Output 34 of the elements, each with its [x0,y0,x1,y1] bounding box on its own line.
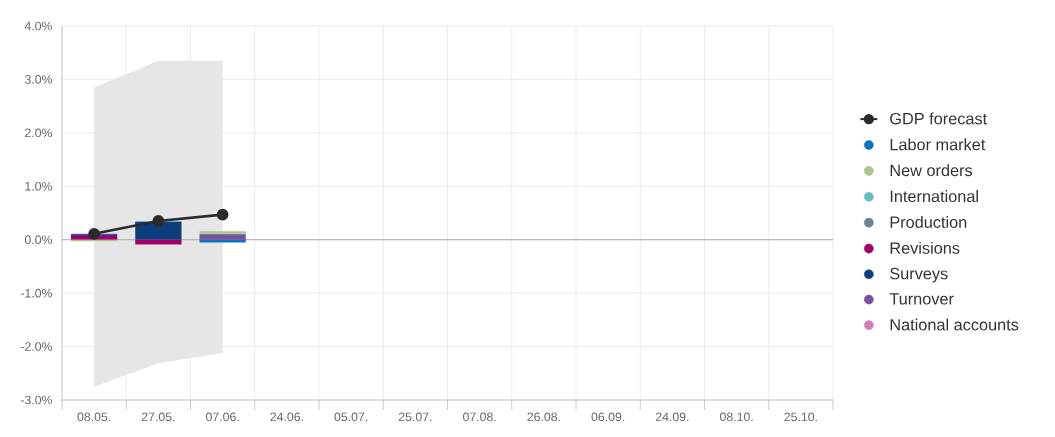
x-tick-label: 08.05. [77,412,111,422]
x-tick-label: 25.07. [398,412,432,422]
point [152,215,165,227]
x-tick-label: 07.06. [206,412,239,422]
legend-label: Production [890,216,967,228]
x-tick-label: 25.10. [784,412,817,422]
legend-label: GDP forecast [890,112,988,125]
x-tick-label: 06.09. [591,412,625,422]
y-tick-label: -3.0% [20,395,53,405]
y-tick-label: 4.0% [24,21,53,31]
bar [135,239,182,245]
x-tick-label: 24.09. [655,412,689,422]
legend-label: New orders [890,164,973,177]
legend-label: Surveys [890,267,948,283]
legend-label: Revisions [890,241,960,254]
x-tick-label: 27.05. [141,412,175,422]
y-tick-label: -2.0% [20,342,53,351]
legend-label: Labor market [890,138,986,151]
point [88,227,101,240]
x-tick-label: 08.10. [720,412,753,422]
bar [199,234,246,240]
y-tick-label: 3.0% [24,75,53,84]
x-tick-label: 07.08. [463,412,496,422]
legend-label: National accounts [890,318,1019,331]
legend-label: International [890,190,978,203]
point [216,208,229,221]
x-tick-label: 26.08. [527,412,560,422]
y-tick-label: -1.0% [20,288,53,298]
x-tick-label: 05.07. [334,412,368,422]
y-tick-label: 1.0% [25,181,53,191]
legend-label: Turnover [889,293,954,305]
x-tick-label: 24.06. [270,412,303,422]
y-tick-label: 0.0% [24,235,53,245]
y-tick-label: 2.0% [25,128,53,138]
